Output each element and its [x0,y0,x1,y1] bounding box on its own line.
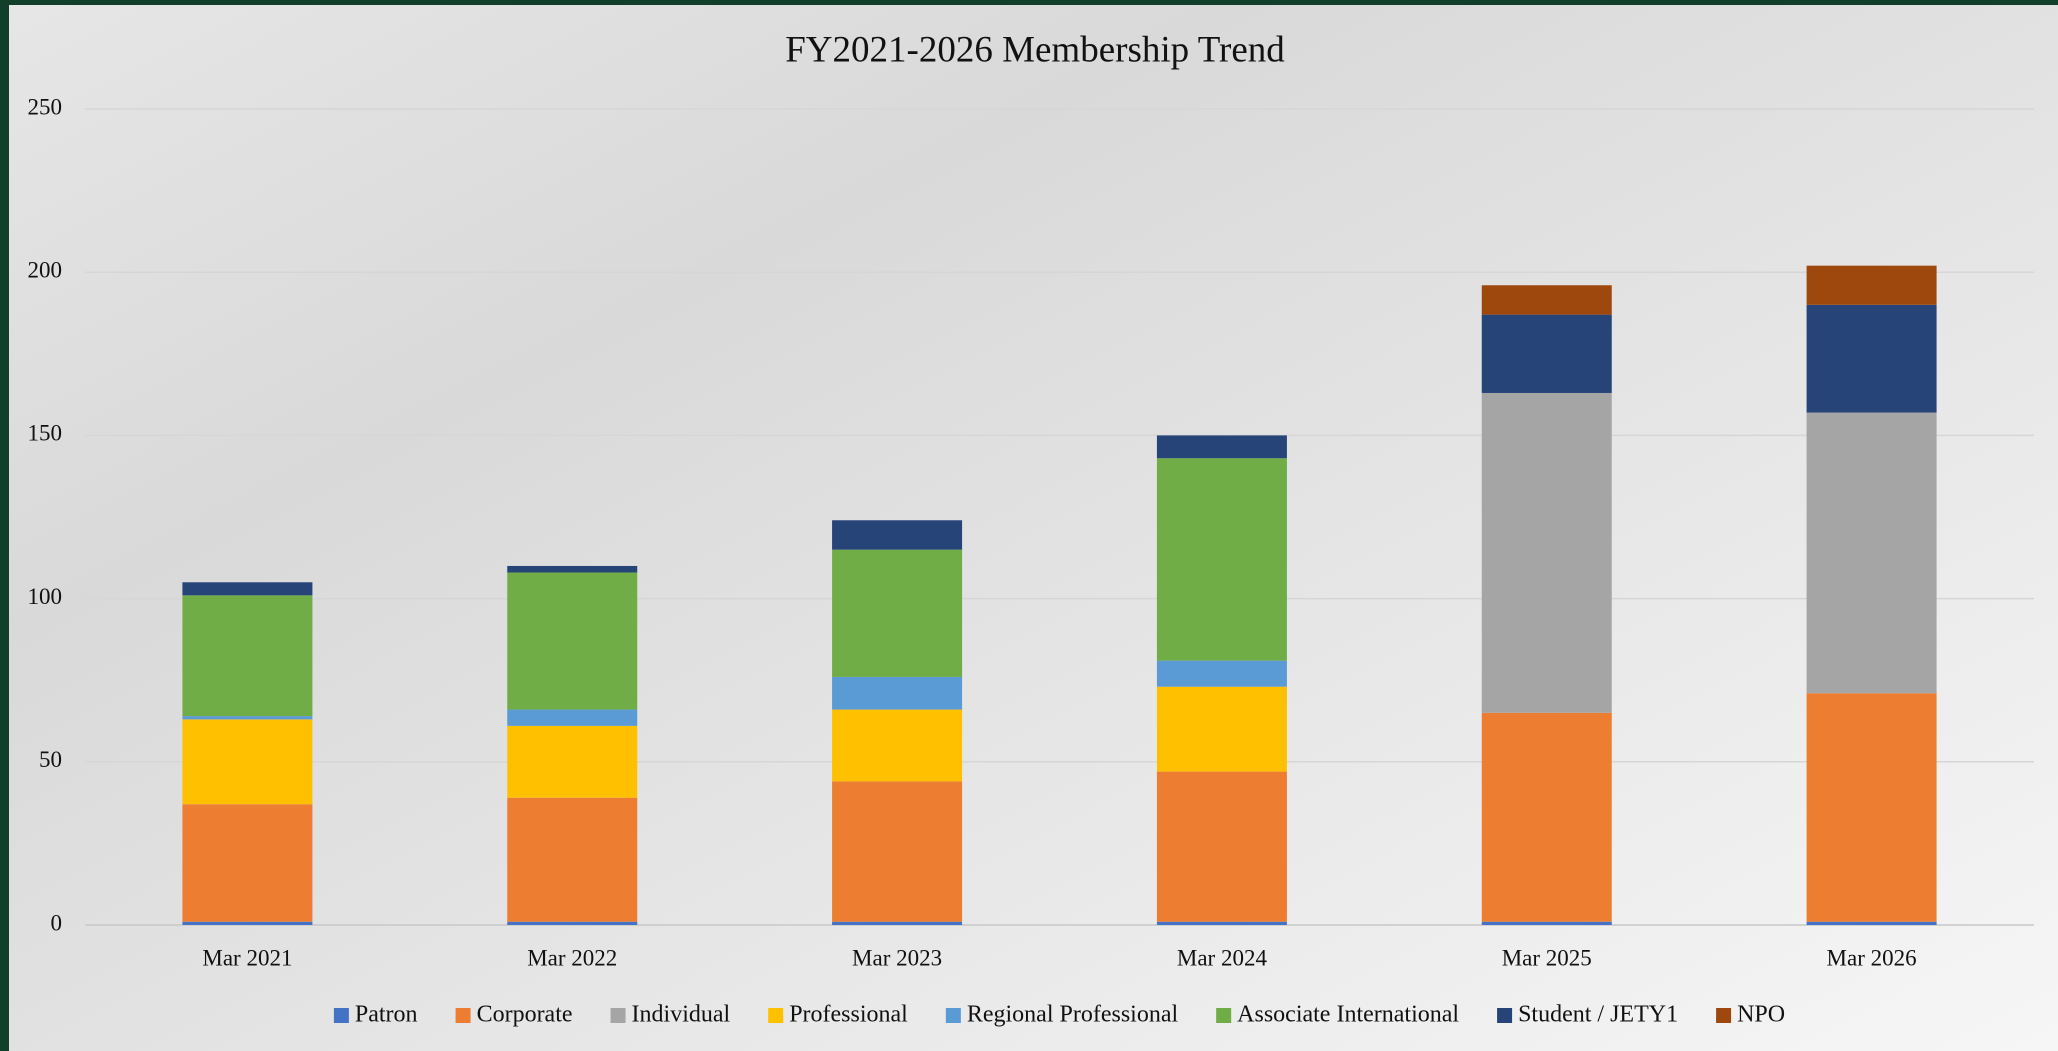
bar-segment [1806,921,1937,925]
bar-segment [1156,686,1287,772]
x-tick-label: Mar 2022 [527,945,617,970]
x-tick-label: Mar 2023 [852,945,942,970]
bar-segment [182,595,313,717]
legend-swatch [945,1008,961,1023]
chart-panel [9,5,2058,1051]
bar-segment [507,921,638,925]
x-tick-label: Mar 2026 [1827,945,1917,970]
bar-segment [832,709,963,782]
bar-segment [832,676,963,710]
legend-swatch [333,1008,349,1023]
bar-segment [1481,921,1612,925]
y-tick-label: 0 [51,910,63,935]
legend-label: Individual [632,1002,731,1028]
y-tick-label: 50 [39,747,62,772]
bar-segment [507,565,638,573]
bar-segment [1156,435,1287,459]
legend-label: Associate International [1237,1002,1459,1028]
bar-segment [182,716,313,720]
x-tick-label: Mar 2024 [1177,945,1268,970]
chart-title: FY2021-2026 Membership Trend [785,29,1285,70]
bar-segment [1481,712,1612,922]
x-tick-label: Mar 2025 [1502,945,1592,970]
bar-segment [1156,771,1287,922]
legend-swatch [1716,1008,1732,1023]
bar-segment [1156,458,1287,661]
legend-label: Corporate [477,1002,573,1028]
bar-segment [1806,693,1937,922]
bar-segment [182,719,313,805]
legend-label: Patron [355,1002,418,1028]
legend-swatch [610,1008,626,1023]
bar-segment [1481,392,1612,713]
x-tick-label: Mar 2021 [202,945,292,970]
legend-swatch [1497,1008,1513,1023]
bar-segment [1806,304,1937,413]
legend-swatch [768,1008,784,1023]
legend-swatch [1216,1008,1232,1023]
bar-segment [832,549,963,677]
bar-segment [832,520,963,550]
y-tick-label: 150 [28,421,63,446]
bar-segment [182,804,313,922]
y-tick-label: 200 [28,257,63,282]
y-tick-label: 100 [28,584,63,609]
legend-swatch [455,1008,471,1023]
legend-label: NPO [1737,1002,1785,1028]
bar-segment [1156,921,1287,925]
bar-segment [507,725,638,798]
legend-label: Student / JETY1 [1518,1002,1678,1028]
bar-segment [507,709,638,726]
bar-segment [182,582,313,596]
bar-segment [1481,314,1612,393]
bar-segment [182,921,313,925]
bar-segment [1156,660,1287,687]
legend-label: Regional Professional [967,1002,1179,1028]
legend-label: Professional [789,1002,908,1028]
bar-segment [1806,412,1937,694]
bar-segment [507,572,638,710]
y-tick-label: 250 [28,94,63,119]
bar-segment [1481,285,1612,315]
bar-segment [832,781,963,922]
bar-segment [1806,265,1937,305]
bar-segment [507,797,638,922]
bar-segment [832,921,963,925]
